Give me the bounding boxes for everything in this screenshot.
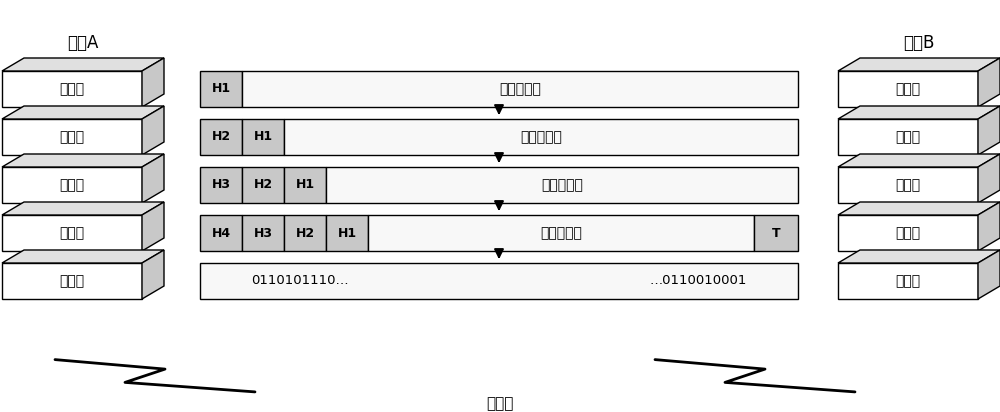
Text: 应用层数据: 应用层数据 (499, 82, 541, 96)
Bar (242, 119, 284, 155)
Polygon shape (838, 154, 1000, 167)
Polygon shape (838, 71, 978, 107)
Bar (200, 119, 242, 155)
Polygon shape (2, 202, 164, 215)
Polygon shape (2, 215, 142, 251)
Bar (200, 71, 242, 107)
Text: 主机A: 主机A (67, 34, 99, 52)
Polygon shape (2, 263, 142, 299)
Text: H3: H3 (212, 178, 230, 192)
Polygon shape (142, 106, 164, 155)
Text: 运输层: 运输层 (895, 130, 921, 144)
Polygon shape (838, 167, 978, 203)
Bar (242, 71, 798, 107)
Text: 链路层: 链路层 (895, 226, 921, 240)
Text: H2: H2 (211, 131, 231, 143)
Text: H4: H4 (211, 227, 231, 239)
Bar (368, 215, 754, 251)
Polygon shape (978, 202, 1000, 251)
Text: T: T (772, 227, 780, 239)
Polygon shape (838, 106, 1000, 119)
Bar (284, 167, 326, 203)
Text: 电磁波: 电磁波 (486, 396, 514, 412)
Text: 应用层: 应用层 (59, 82, 85, 96)
Polygon shape (978, 154, 1000, 203)
Text: 内容层: 内容层 (59, 178, 85, 192)
Bar (200, 215, 242, 251)
Text: H2: H2 (253, 178, 273, 192)
Text: 链路层: 链路层 (59, 226, 85, 240)
Polygon shape (142, 154, 164, 203)
Polygon shape (2, 167, 142, 203)
Text: 物理层: 物理层 (59, 274, 85, 288)
Bar (326, 167, 798, 203)
Polygon shape (838, 250, 1000, 263)
Text: …0110010001: …0110010001 (649, 274, 747, 288)
Text: 应用层数据: 应用层数据 (520, 130, 562, 144)
Text: H3: H3 (254, 227, 272, 239)
Polygon shape (2, 71, 142, 107)
Polygon shape (142, 202, 164, 251)
Text: 内容层: 内容层 (895, 178, 921, 192)
Text: 应用层: 应用层 (895, 82, 921, 96)
Text: 运输层: 运输层 (59, 130, 85, 144)
Bar (242, 167, 284, 203)
Text: H2: H2 (295, 227, 315, 239)
Bar (284, 119, 798, 155)
Bar (326, 215, 368, 251)
Polygon shape (142, 58, 164, 107)
Bar (200, 263, 798, 299)
Polygon shape (2, 250, 164, 263)
Text: H1: H1 (295, 178, 315, 192)
Bar (200, 167, 242, 203)
Text: 0110101110…: 0110101110… (251, 274, 349, 288)
Polygon shape (978, 106, 1000, 155)
Polygon shape (838, 215, 978, 251)
Text: H1: H1 (253, 131, 273, 143)
Text: 应用层数据: 应用层数据 (541, 178, 583, 192)
Bar (284, 215, 326, 251)
Polygon shape (2, 154, 164, 167)
Polygon shape (838, 58, 1000, 71)
Text: 物理层: 物理层 (895, 274, 921, 288)
Polygon shape (2, 106, 164, 119)
Polygon shape (978, 58, 1000, 107)
Polygon shape (2, 58, 164, 71)
Polygon shape (2, 119, 142, 155)
Polygon shape (142, 250, 164, 299)
Text: H1: H1 (337, 227, 357, 239)
Text: 应用层数据: 应用层数据 (540, 226, 582, 240)
Bar (242, 215, 284, 251)
Bar (754, 215, 798, 251)
Text: 主机B: 主机B (903, 34, 935, 52)
Text: H1: H1 (211, 82, 231, 96)
Polygon shape (838, 263, 978, 299)
Polygon shape (978, 250, 1000, 299)
Polygon shape (838, 202, 1000, 215)
Polygon shape (838, 119, 978, 155)
